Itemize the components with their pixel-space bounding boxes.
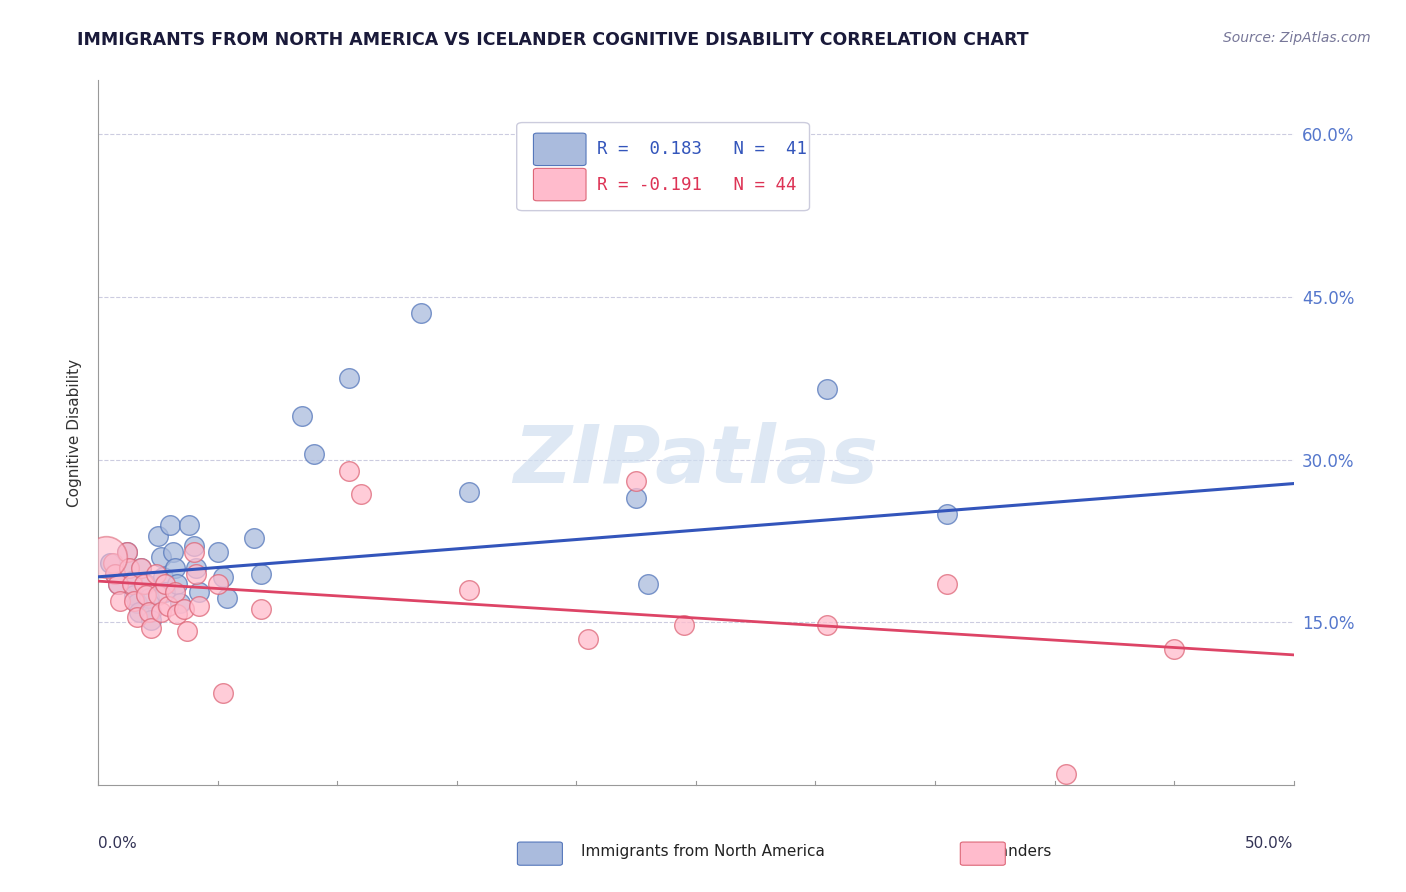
Text: Icelanders: Icelanders <box>973 845 1052 859</box>
Text: ZIPatlas: ZIPatlas <box>513 422 879 500</box>
Point <box>125 596 148 610</box>
Point <box>339 371 361 385</box>
Text: 50.0%: 50.0% <box>1246 836 1294 851</box>
Point <box>152 570 174 584</box>
Text: Source: ZipAtlas.com: Source: ZipAtlas.com <box>1223 31 1371 45</box>
Point <box>207 577 229 591</box>
Point <box>217 591 239 606</box>
Point <box>118 561 141 575</box>
Point <box>101 556 124 570</box>
Point <box>183 545 205 559</box>
Point <box>107 577 129 591</box>
Point <box>179 517 201 532</box>
Point <box>131 561 153 575</box>
Y-axis label: Cognitive Disability: Cognitive Disability <box>67 359 83 507</box>
Point <box>139 613 162 627</box>
Point <box>132 577 155 591</box>
Point <box>207 545 229 559</box>
Point <box>128 605 150 619</box>
Point <box>139 605 162 619</box>
Point <box>159 517 181 532</box>
Point <box>162 545 184 559</box>
Point <box>176 624 198 638</box>
Point <box>163 561 186 575</box>
Point <box>1163 642 1185 657</box>
Point <box>936 507 959 521</box>
Point <box>121 574 143 589</box>
Text: R =  0.183   N =  41: R = 0.183 N = 41 <box>596 140 807 159</box>
Point <box>131 561 153 575</box>
Point <box>121 577 143 591</box>
Point <box>155 577 177 591</box>
Point <box>138 591 160 606</box>
Point <box>815 617 838 632</box>
Point <box>186 561 208 575</box>
Point <box>94 550 117 565</box>
Point <box>350 487 373 501</box>
Point <box>149 605 172 619</box>
Point <box>626 491 648 505</box>
FancyBboxPatch shape <box>517 122 810 211</box>
Point <box>250 566 273 581</box>
Point <box>125 610 148 624</box>
Point <box>578 632 600 646</box>
Point <box>166 577 188 591</box>
Point <box>115 545 138 559</box>
FancyBboxPatch shape <box>533 133 586 166</box>
Point <box>815 382 838 396</box>
Point <box>104 566 127 581</box>
Point <box>163 585 186 599</box>
Point <box>458 582 481 597</box>
Point <box>458 485 481 500</box>
Point <box>339 464 361 478</box>
Point <box>186 566 208 581</box>
Point <box>145 566 167 581</box>
Point <box>156 599 179 613</box>
Point <box>135 577 157 591</box>
Point <box>115 545 138 559</box>
Point <box>149 550 172 565</box>
Point <box>98 556 122 570</box>
Point <box>183 540 205 554</box>
Text: Immigrants from North America: Immigrants from North America <box>581 845 825 859</box>
Text: 0.0%: 0.0% <box>98 836 138 851</box>
Point <box>243 531 266 545</box>
Point <box>107 577 129 591</box>
Point <box>139 621 162 635</box>
Point <box>135 588 157 602</box>
Point <box>104 566 127 581</box>
Point <box>173 602 195 616</box>
Point <box>108 593 131 607</box>
Point <box>936 577 959 591</box>
Point <box>187 585 209 599</box>
Point <box>411 306 433 320</box>
Point <box>626 475 648 489</box>
Point <box>155 585 177 599</box>
Point <box>138 605 160 619</box>
Point <box>187 599 209 613</box>
FancyBboxPatch shape <box>533 169 586 201</box>
Point <box>637 577 659 591</box>
Point <box>124 588 146 602</box>
Point <box>148 528 170 542</box>
Point <box>673 617 696 632</box>
Point <box>211 686 233 700</box>
Point <box>148 588 170 602</box>
Point <box>166 607 188 621</box>
Point <box>302 447 325 461</box>
Point <box>124 593 146 607</box>
Point <box>291 409 314 424</box>
Text: R = -0.191   N = 44: R = -0.191 N = 44 <box>596 176 796 194</box>
Point <box>250 602 273 616</box>
Point <box>169 596 191 610</box>
Text: IMMIGRANTS FROM NORTH AMERICA VS ICELANDER COGNITIVE DISABILITY CORRELATION CHAR: IMMIGRANTS FROM NORTH AMERICA VS ICELAND… <box>77 31 1029 49</box>
Point <box>1056 767 1078 781</box>
Point <box>118 561 141 575</box>
Point <box>211 570 233 584</box>
